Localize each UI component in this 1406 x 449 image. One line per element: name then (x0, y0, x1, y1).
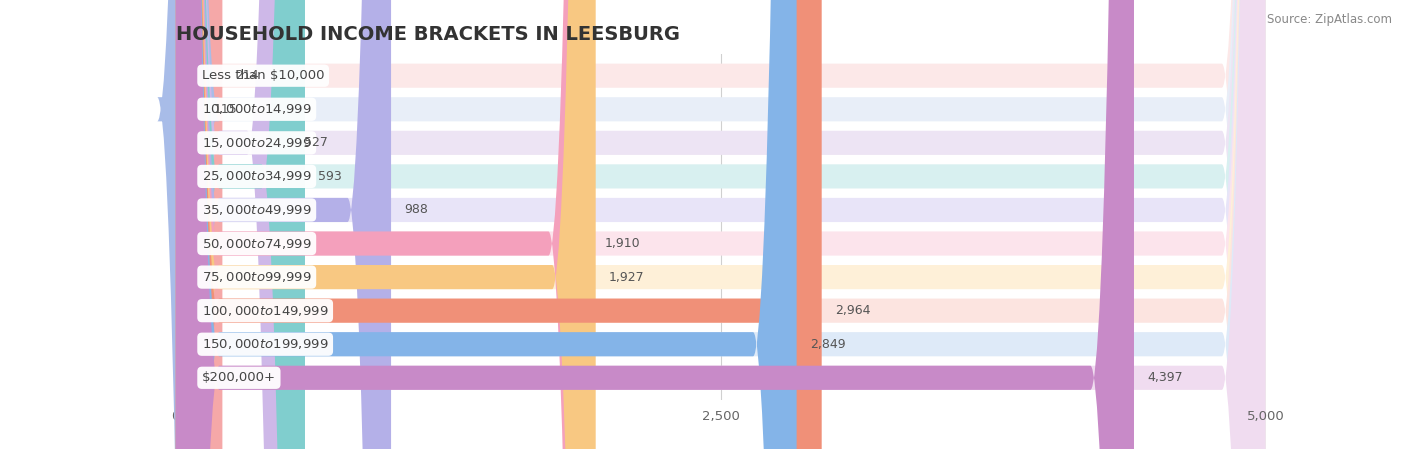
FancyBboxPatch shape (176, 0, 821, 449)
FancyBboxPatch shape (176, 0, 592, 449)
Text: 4,397: 4,397 (1147, 371, 1182, 384)
FancyBboxPatch shape (176, 0, 1265, 449)
FancyBboxPatch shape (176, 0, 1265, 449)
Text: $35,000 to $49,999: $35,000 to $49,999 (202, 203, 312, 217)
Text: 593: 593 (318, 170, 342, 183)
FancyBboxPatch shape (176, 0, 1265, 449)
FancyBboxPatch shape (176, 0, 797, 449)
FancyBboxPatch shape (176, 0, 1265, 449)
Text: HOUSEHOLD INCOME BRACKETS IN LEESBURG: HOUSEHOLD INCOME BRACKETS IN LEESBURG (176, 25, 679, 44)
FancyBboxPatch shape (176, 0, 1265, 449)
FancyBboxPatch shape (176, 0, 596, 449)
FancyBboxPatch shape (157, 0, 219, 449)
Text: 115: 115 (214, 103, 238, 116)
FancyBboxPatch shape (176, 0, 1265, 449)
FancyBboxPatch shape (176, 0, 1265, 449)
FancyBboxPatch shape (176, 0, 391, 449)
Text: $25,000 to $34,999: $25,000 to $34,999 (202, 169, 312, 183)
Text: 527: 527 (304, 136, 328, 150)
Text: Source: ZipAtlas.com: Source: ZipAtlas.com (1267, 13, 1392, 26)
Text: $50,000 to $74,999: $50,000 to $74,999 (202, 237, 312, 251)
Text: 988: 988 (404, 203, 427, 216)
FancyBboxPatch shape (176, 0, 291, 449)
Text: $100,000 to $149,999: $100,000 to $149,999 (202, 304, 329, 317)
FancyBboxPatch shape (176, 0, 1135, 449)
Text: 1,910: 1,910 (605, 237, 641, 250)
Text: $200,000+: $200,000+ (202, 371, 276, 384)
Text: $10,000 to $14,999: $10,000 to $14,999 (202, 102, 312, 116)
Text: $15,000 to $24,999: $15,000 to $24,999 (202, 136, 312, 150)
Text: 2,964: 2,964 (835, 304, 870, 317)
FancyBboxPatch shape (176, 0, 222, 449)
Text: 214: 214 (235, 69, 259, 82)
Text: $150,000 to $199,999: $150,000 to $199,999 (202, 337, 329, 351)
Text: $75,000 to $99,999: $75,000 to $99,999 (202, 270, 312, 284)
Text: 2,849: 2,849 (810, 338, 845, 351)
Text: Less than $10,000: Less than $10,000 (202, 69, 325, 82)
FancyBboxPatch shape (176, 0, 1265, 449)
FancyBboxPatch shape (176, 0, 1265, 449)
FancyBboxPatch shape (176, 0, 1265, 449)
Text: 1,927: 1,927 (609, 271, 644, 284)
FancyBboxPatch shape (176, 0, 305, 449)
